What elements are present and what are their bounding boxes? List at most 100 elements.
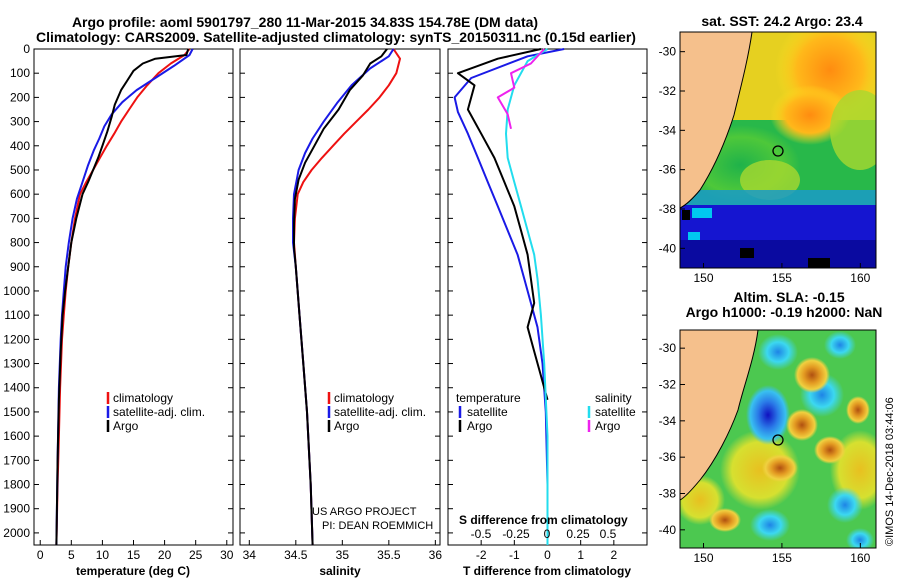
sla-map-axes: 150 155 160 -30 -32 -34 -36 -38 -40 [659,341,871,565]
x-tick-label: 30 [220,548,234,562]
map-x-tick-label: 155 [772,551,792,565]
legend-header-salinity: salinity [595,391,632,405]
legend-climatology: climatology [334,391,394,405]
sla-map-title: Altim. SLA: -0.15 [733,289,844,305]
salinity-panel [239,48,441,546]
series-line-satellite-adj-clim- [292,48,395,546]
legend-argo: Argo [113,419,139,433]
depth-tick-label: 200 [10,90,30,104]
map-y-tick-label: -32 [659,378,677,392]
series-line-salinity-satellite [505,48,549,545]
depth-tick-label: 1800 [3,478,30,492]
x-tick-label: -1 [509,548,520,562]
depth-tick-label: 600 [10,187,30,201]
map-y-tick-label: -40 [659,523,677,537]
x-tick-label: 34 [243,548,257,562]
series-line-temperature-argo [456,48,549,401]
x-tick-label: 0 [544,548,551,562]
s-tick: 0.5 [600,527,617,541]
legend-satellite: satellite-adj. clim. [113,405,205,419]
depth-tick-label: 400 [10,139,30,153]
series-line-argo [293,48,388,546]
map-y-tick-label: -34 [659,414,677,428]
argo-location-marker [772,434,784,446]
map-y-tick-label: -30 [659,341,677,355]
difference-legend: temperature salinity satellite Argo sate… [456,391,636,541]
map-y-tick-label: -34 [659,123,677,137]
depth-tick-label: 300 [10,115,30,129]
temperature-axis: 0 5 10 15 20 25 30 [34,48,234,562]
depth-tick-label: 1900 [3,502,30,516]
argo-location-marker [772,145,784,157]
depth-tick-label: 1600 [3,429,30,443]
series-line-temperature-satellite [453,48,565,545]
legend-header-temperature: temperature [456,391,521,405]
depth-tick-label: 1400 [3,381,30,395]
x-tick-label: 20 [158,548,172,562]
salinity-legend: climatology satellite-adj. clim. Argo US… [312,391,433,532]
project-annotation: US ARGO PROJECT [312,506,417,518]
x-tick-label: 25 [189,548,203,562]
depth-tick-label: 0 [23,42,30,56]
sst-map-title: sat. SST: 24.2 Argo: 23.4 [701,13,863,29]
depth-tick-label: 500 [10,163,30,177]
depth-tick-label: 1500 [3,405,30,419]
header-line2: Climatology: CARS2009. Satellite-adjuste… [36,29,636,45]
depth-tick-label: 1200 [3,332,30,346]
s-tick: -0.25 [502,527,530,541]
map-y-tick-label: -30 [659,45,677,59]
x-tick-label: 0 [37,548,44,562]
depth-tick-label: 1100 [4,308,30,322]
map-y-tick-label: -36 [659,450,677,464]
sla-map [680,330,876,548]
salinity-xlabel: salinity [319,564,361,578]
x-tick-label: 1 [577,548,584,562]
map-y-tick-label: -36 [659,163,677,177]
temperature-legend: climatology satellite-adj. clim. Argo [106,391,205,433]
depth-tick-label: 1700 [3,453,30,467]
depth-tick-label: 100 [10,66,30,80]
x-tick-label: 36 [429,548,443,562]
x-tick-label: 5 [68,548,75,562]
legend-climatology: climatology [113,391,173,405]
secondary-xlabel: S difference from climatology [459,513,628,527]
x-tick-label: 2 [610,548,617,562]
difference-xlabel: T difference from climatology [463,564,631,578]
x-tick-label: 10 [96,548,110,562]
depth-tick-label: 1000 [3,284,30,298]
series-line-argo [55,48,190,546]
s-tick: -0.5 [471,527,492,541]
legend-s-satellite: satellite [595,405,636,419]
legend-t-argo: Argo [467,419,493,433]
profile-lines [55,48,565,546]
temperature-xlabel: temperature (deg C) [76,564,190,578]
legend-s-argo: Argo [595,419,621,433]
s-tick: 0 [544,527,551,541]
x-tick-label: 15 [127,548,141,562]
map-x-tick-label: 160 [850,271,870,285]
depth-tick-label: 800 [10,236,30,250]
map-y-tick-label: -32 [659,84,677,98]
map-x-tick-label: 155 [772,271,792,285]
depth-tick-label: 2000 [3,526,30,540]
depth-tick-label: 1300 [3,357,30,371]
map-y-tick-label: -40 [659,241,677,255]
difference-axis: -2 -1 0 1 2 [448,48,647,562]
series-line-satellite-adj-clim- [55,48,194,546]
sst-map-axes: 150 155 160 -30 -32 -34 -36 -38 -40 [659,45,871,285]
depth-axis-labels: 0 100 200 300 400 500 600 700 800 900 1000 1100 1200… [3,42,30,540]
pi-annotation: PI: DEAN ROEMMICH [322,520,433,532]
header-line1: Argo profile: aoml 5901797_280 11-Mar-20… [72,14,538,30]
x-tick-label: 35 [336,548,350,562]
map-y-tick-label: -38 [659,487,677,501]
depth-tick-label: 900 [10,260,30,274]
sst-map [680,32,876,268]
legend-argo: Argo [334,419,360,433]
series-line-climatology [55,48,191,546]
map-y-tick-label: -38 [659,202,677,216]
sla-map-subtitle: Argo h1000: -0.19 h2000: NaN [686,304,883,320]
map-x-tick-label: 160 [850,551,870,565]
depth-tick-label: 700 [10,211,30,225]
map-x-tick-label: 150 [694,551,714,565]
